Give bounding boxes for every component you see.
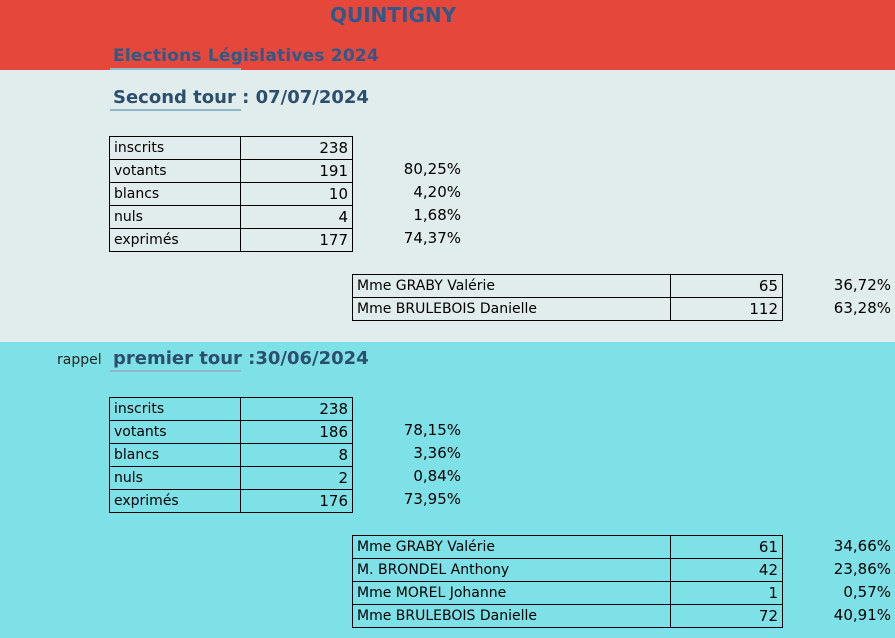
table-row: blancs 8 xyxy=(109,443,353,467)
stat-percent: 74,37% xyxy=(403,229,461,247)
candidate-percent: 36,72% xyxy=(833,276,891,294)
stat-label: votants xyxy=(109,420,241,444)
candidate-votes: 42 xyxy=(670,558,783,582)
rappel-label: rappel xyxy=(57,352,102,368)
second-tour-candidates-table: Mme GRABY Valérie 65 Mme BRULEBOIS Danie… xyxy=(352,274,783,321)
second-tour-heading: Second tour : 07/07/2024 xyxy=(113,87,369,108)
stat-label: nuls xyxy=(109,466,241,490)
table-row: Mme GRABY Valérie 61 xyxy=(352,535,783,559)
table-row: exprimés 176 xyxy=(109,489,353,513)
table-row: votants 191 xyxy=(109,159,353,183)
stat-label: inscrits xyxy=(109,397,241,421)
premier-tour-candidates-table: Mme GRABY Valérie 61 M. BRONDEL Anthony … xyxy=(352,535,783,628)
stat-percent: 1,68% xyxy=(413,206,461,224)
candidate-name: Mme GRABY Valérie xyxy=(352,274,671,298)
stat-value: 10 xyxy=(240,182,353,206)
stat-percent: 0,84% xyxy=(413,467,461,485)
candidate-name: Mme MOREL Johanne xyxy=(352,581,671,605)
stat-percent: 73,95% xyxy=(403,490,461,508)
table-row: nuls 2 xyxy=(109,466,353,490)
stat-label: votants xyxy=(109,159,241,183)
candidate-percent: 0,57% xyxy=(843,583,891,601)
stat-percent: 78,15% xyxy=(403,421,461,439)
candidate-name: Mme BRULEBOIS Danielle xyxy=(352,604,671,628)
stat-label: nuls xyxy=(109,205,241,229)
candidate-votes: 112 xyxy=(670,297,783,321)
header-band xyxy=(0,0,895,70)
stat-value: 186 xyxy=(240,420,353,444)
table-row: Mme GRABY Valérie 65 xyxy=(352,274,783,298)
stat-value: 238 xyxy=(240,136,353,160)
stat-value: 4 xyxy=(240,205,353,229)
candidate-votes: 65 xyxy=(670,274,783,298)
candidate-percent: 23,86% xyxy=(833,560,891,578)
candidate-votes: 72 xyxy=(670,604,783,628)
stat-value: 238 xyxy=(240,397,353,421)
commune-title: QUINTIGNY xyxy=(330,3,457,27)
stat-percent: 80,25% xyxy=(403,160,461,178)
candidate-name: M. BRONDEL Anthony xyxy=(352,558,671,582)
stat-value: 2 xyxy=(240,466,353,490)
stat-percent: 4,20% xyxy=(413,183,461,201)
table-row: exprimés 177 xyxy=(109,228,353,252)
stat-label: exprimés xyxy=(109,228,241,252)
stat-label: exprimés xyxy=(109,489,241,513)
table-row: Mme MOREL Johanne 1 xyxy=(352,581,783,605)
stat-label: blancs xyxy=(109,182,241,206)
stat-percent: 3,36% xyxy=(413,444,461,462)
stat-label: inscrits xyxy=(109,136,241,160)
election-title-underline xyxy=(110,68,241,70)
premier-tour-stats-table: inscrits 238 votants 186 blancs 8 nuls 2… xyxy=(109,397,353,513)
candidate-percent: 40,91% xyxy=(833,606,891,624)
election-title: Elections Législatives 2024 xyxy=(113,46,379,66)
stat-label: blancs xyxy=(109,443,241,467)
candidate-name: Mme GRABY Valérie xyxy=(352,535,671,559)
stat-value: 176 xyxy=(240,489,353,513)
table-row: nuls 4 xyxy=(109,205,353,229)
candidate-percent: 34,66% xyxy=(833,537,891,555)
candidate-votes: 1 xyxy=(670,581,783,605)
stat-value: 177 xyxy=(240,228,353,252)
table-row: Mme BRULEBOIS Danielle 72 xyxy=(352,604,783,628)
stat-value: 8 xyxy=(240,443,353,467)
table-row: votants 186 xyxy=(109,420,353,444)
table-row: blancs 10 xyxy=(109,182,353,206)
table-row: inscrits 238 xyxy=(109,397,353,421)
second-tour-underline xyxy=(110,109,241,111)
premier-tour-underline xyxy=(110,370,241,372)
candidate-votes: 61 xyxy=(670,535,783,559)
table-row: inscrits 238 xyxy=(109,136,353,160)
stat-value: 191 xyxy=(240,159,353,183)
second-tour-stats-table: inscrits 238 votants 191 blancs 10 nuls … xyxy=(109,136,353,252)
candidate-percent: 63,28% xyxy=(833,299,891,317)
table-row: M. BRONDEL Anthony 42 xyxy=(352,558,783,582)
candidate-name: Mme BRULEBOIS Danielle xyxy=(352,297,671,321)
table-row: Mme BRULEBOIS Danielle 112 xyxy=(352,297,783,321)
premier-tour-heading: premier tour :30/06/2024 xyxy=(113,348,369,369)
